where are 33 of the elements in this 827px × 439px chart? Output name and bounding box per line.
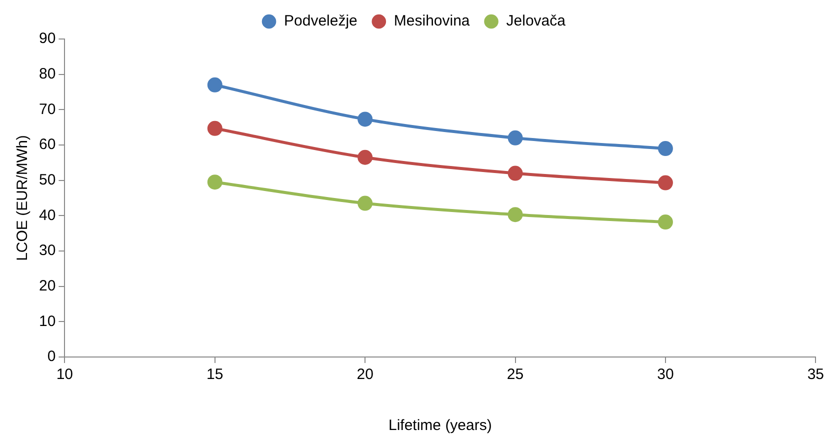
point [207, 174, 222, 190]
legend-label: Podveležje [284, 12, 358, 30]
point [508, 166, 523, 181]
point [658, 214, 673, 230]
y-tick-label: 20 [38, 277, 56, 294]
y-axis-title: LCOE (EUR/MWh) [14, 135, 32, 261]
y-tick-label: 40 [38, 206, 56, 224]
legend-label: Jelovača [506, 12, 566, 30]
x-tick-label: 20 [356, 366, 374, 384]
y-tick-label: 90 [38, 30, 56, 48]
x-axis-title: Lifetime (years) [388, 417, 492, 434]
y-tick-label: 50 [38, 171, 56, 188]
point [207, 77, 222, 92]
x-tick-label: 25 [506, 366, 524, 384]
y-tick-label: 30 [38, 242, 56, 260]
y-tick-label: 80 [38, 65, 56, 82]
point [508, 130, 523, 146]
point [358, 112, 373, 127]
x-tick-label: 35 [807, 366, 824, 384]
point [658, 141, 673, 156]
x-tick-label: 10 [56, 366, 74, 384]
y-tick-label: 60 [38, 136, 56, 154]
x-tick-label: 15 [206, 366, 224, 384]
legend-label: Mesihovina [394, 12, 470, 30]
point [358, 150, 373, 165]
x-tick-label: 30 [657, 366, 674, 384]
y-tick-label: 10 [38, 312, 56, 330]
point [358, 196, 373, 211]
y-tick-label: 70 [38, 100, 56, 118]
point [207, 120, 222, 136]
point [508, 207, 523, 222]
y-tick-label: 0 [47, 348, 56, 366]
point [658, 175, 673, 190]
